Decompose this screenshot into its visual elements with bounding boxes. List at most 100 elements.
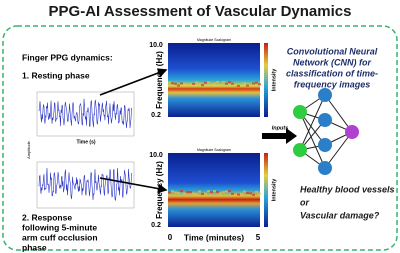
text-line: arm cuff occlusion (22, 232, 98, 242)
scalogram-speck (213, 190, 216, 193)
scalogram-speck (258, 83, 261, 86)
scalogram-speck (171, 82, 174, 85)
colorbar-label: Intensity (271, 68, 277, 92)
node (318, 113, 332, 127)
scalogram-speck (186, 190, 189, 193)
scalogram-speck (243, 190, 246, 193)
scalogram-speck (252, 82, 255, 85)
scalogram-speck (198, 190, 201, 193)
scalogram-speck (201, 192, 204, 195)
x-start: 0 (168, 233, 173, 242)
arrow (99, 68, 168, 96)
scalogram-speck (228, 190, 231, 193)
y-label: Frequency (Hz) (155, 51, 164, 109)
scalogram-speck (195, 81, 198, 84)
colorbar (264, 153, 268, 227)
network (293, 88, 359, 175)
node (293, 105, 307, 119)
scalogram-title: Magnitude Scalogram (197, 38, 231, 42)
scalogram-speck (246, 84, 249, 87)
scalogram-speck (174, 82, 177, 85)
y-label: Frequency (Hz) (155, 161, 164, 219)
scalogram-speck (177, 84, 180, 87)
scalogram-speck (237, 84, 240, 87)
signal-x-label: Time (s) (76, 139, 95, 145)
scalogram-speck (237, 193, 240, 196)
text-line: Convolutional Neural (287, 46, 378, 56)
signal-frame (36, 161, 135, 209)
text-line: Network (CNN) for (293, 57, 371, 67)
scalogram (168, 43, 260, 117)
node (318, 138, 332, 152)
scalogram-speck (252, 193, 255, 196)
scalogram-speck (174, 191, 177, 194)
text-line: Healthy blood vessels (300, 184, 395, 194)
scalogram-speck (219, 83, 222, 86)
scalogram-speck (213, 82, 216, 85)
y-min: 0.2 (151, 112, 161, 119)
scalogram-speck (210, 191, 213, 194)
scalogram-speck (231, 192, 234, 195)
text-line: Vascular damage? (300, 210, 380, 220)
phase-1: 1. Resting phase (22, 70, 90, 80)
scalogram-speck (225, 190, 228, 193)
scalogram-speck (255, 81, 258, 84)
connection (324, 131, 353, 169)
text-line: classification of time- (286, 68, 378, 78)
scalogram-speck (183, 192, 186, 195)
arrow (99, 177, 168, 194)
connection (299, 94, 326, 151)
ppg-signal (38, 167, 133, 202)
arrow (262, 128, 297, 144)
text-line: phase (22, 242, 47, 252)
ppg-heading: Finger PPG dynamics: (22, 52, 113, 62)
scalogram-speck (207, 190, 210, 193)
scalogram-speck (249, 84, 252, 87)
scalogram-speck (240, 84, 243, 87)
colorbar-label: Intensity (271, 178, 277, 202)
scalogram-speck (192, 82, 195, 85)
panel-border (2, 25, 398, 251)
signal-frame (36, 91, 135, 137)
x-end: 5 (256, 233, 261, 242)
text-line: or (300, 197, 309, 207)
scalogram-speck (243, 82, 246, 85)
scalogram-speck (189, 190, 192, 193)
scalogram-speck (258, 192, 261, 195)
y-max: 10.0 (149, 152, 163, 159)
scalogram-speck (204, 81, 207, 84)
scalogram-speck (177, 192, 180, 195)
scalogram-speck (168, 191, 171, 194)
scalogram-speck (171, 190, 174, 193)
scalogram-speck (255, 190, 258, 193)
scalogram-speck (192, 192, 195, 195)
scalogram-speck (240, 192, 243, 195)
scalogram-speck (246, 192, 249, 195)
scalogram-speck (198, 82, 201, 85)
scalogram-speck (234, 193, 237, 196)
scalogram-speck (216, 81, 219, 84)
scalogram-speck (201, 84, 204, 87)
node (345, 125, 359, 139)
scalogram-speck (210, 84, 213, 87)
scalogram-speck (207, 81, 210, 84)
text-line: 2. Response (22, 212, 72, 222)
scalogram-speck (225, 82, 228, 85)
scalogram-speck (204, 192, 207, 195)
scalogram-speck (180, 82, 183, 85)
scalogram-speck (183, 82, 186, 85)
connection (324, 94, 353, 133)
node (293, 143, 307, 157)
signal-y-label: Amplitude (26, 140, 31, 159)
node (318, 161, 332, 175)
scalogram-speck (222, 81, 225, 84)
scalogram-speck (234, 84, 237, 87)
colorbar (264, 43, 268, 117)
scalogram-title: Magnitude Scalogram (197, 148, 231, 152)
text-line: following 5-minute (22, 222, 97, 232)
scalogram-speck (189, 83, 192, 86)
y-min: 0.2 (151, 222, 161, 229)
scalogram-speck (231, 82, 234, 85)
